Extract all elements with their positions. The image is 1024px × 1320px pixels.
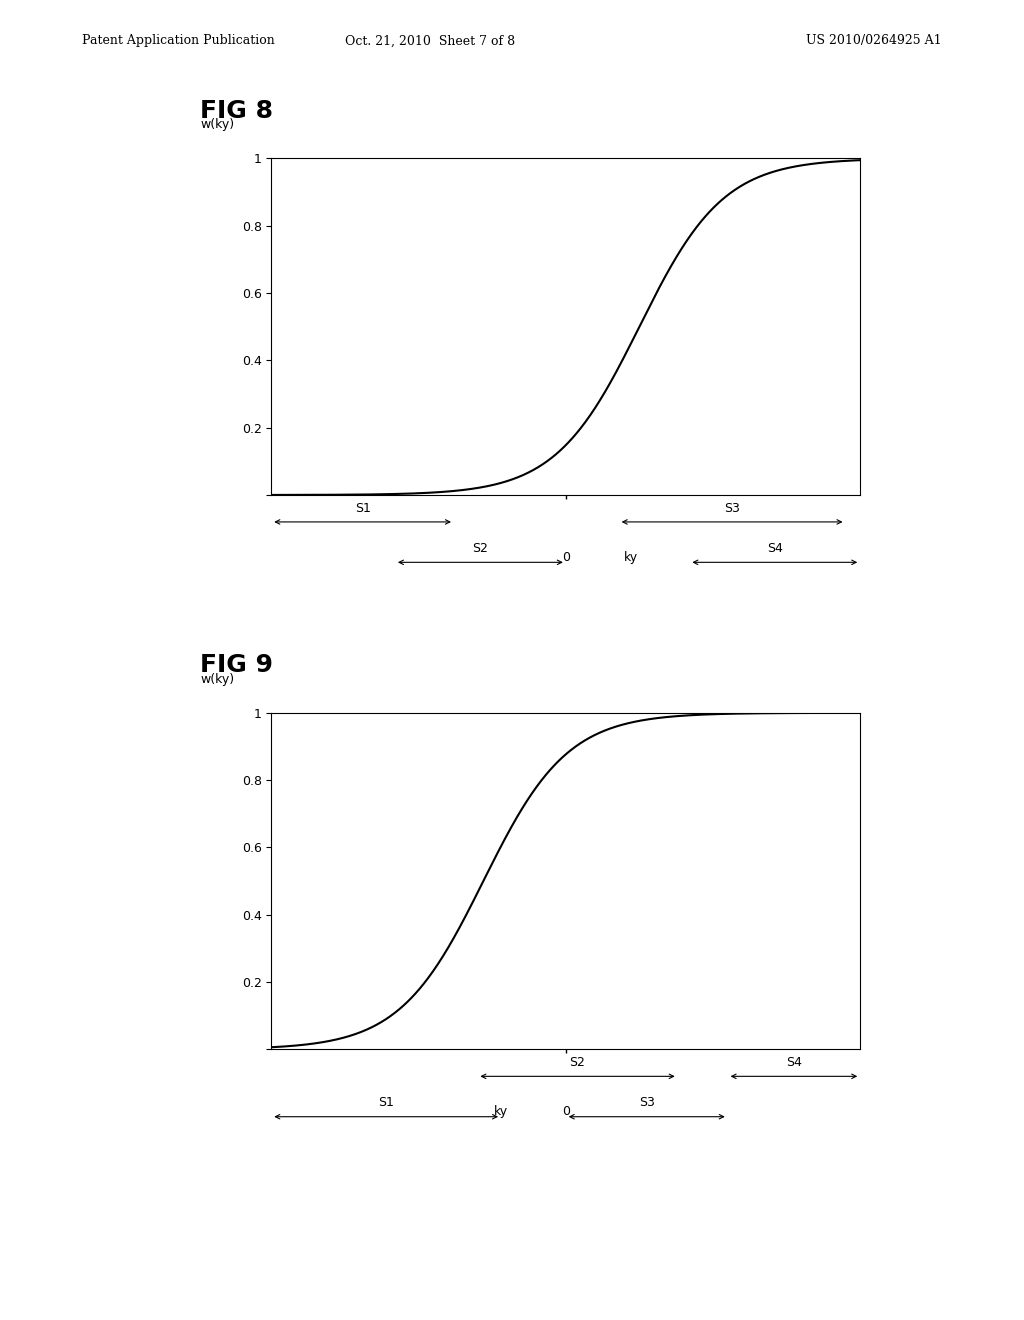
Text: FIG 8: FIG 8 bbox=[200, 99, 272, 123]
Text: 0: 0 bbox=[562, 550, 569, 564]
Text: S1: S1 bbox=[354, 502, 371, 515]
Text: S1: S1 bbox=[378, 1097, 394, 1109]
Text: 0: 0 bbox=[562, 1105, 569, 1118]
Text: S2: S2 bbox=[472, 543, 488, 554]
Text: FIG 9: FIG 9 bbox=[200, 653, 272, 677]
Text: w(ky): w(ky) bbox=[201, 673, 234, 686]
Text: ky: ky bbox=[494, 1105, 508, 1118]
Text: US 2010/0264925 A1: US 2010/0264925 A1 bbox=[807, 34, 942, 48]
Text: w(ky): w(ky) bbox=[201, 119, 234, 132]
Text: ky: ky bbox=[624, 550, 638, 564]
Text: S3: S3 bbox=[639, 1097, 654, 1109]
Text: Oct. 21, 2010  Sheet 7 of 8: Oct. 21, 2010 Sheet 7 of 8 bbox=[345, 34, 515, 48]
Text: S4: S4 bbox=[767, 543, 782, 554]
Text: S4: S4 bbox=[786, 1056, 802, 1069]
Text: Patent Application Publication: Patent Application Publication bbox=[82, 34, 274, 48]
Text: S3: S3 bbox=[724, 502, 740, 515]
Text: S2: S2 bbox=[569, 1056, 586, 1069]
